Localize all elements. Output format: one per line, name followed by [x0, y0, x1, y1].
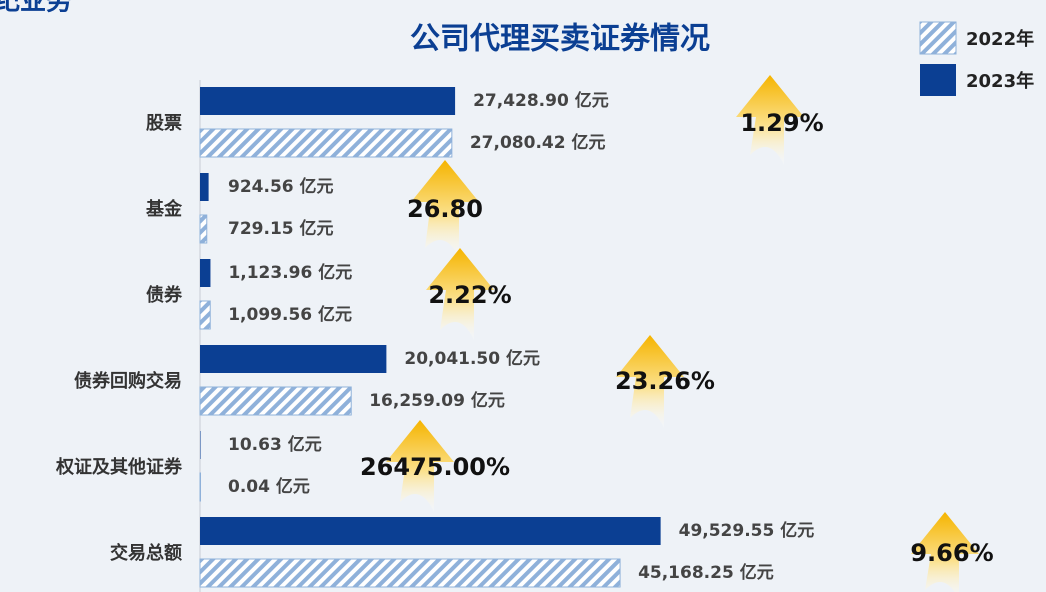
value-label: 10.63 亿元 [228, 434, 322, 455]
bar [199, 300, 211, 330]
bar [200, 173, 209, 201]
value-label: 45,168.25 亿元 [638, 562, 774, 583]
growth-label: 26.80 [407, 195, 483, 223]
bar [199, 472, 201, 502]
bar [200, 431, 201, 459]
growth-label: 9.66% [910, 539, 993, 567]
category-label: 交易总额 [110, 542, 182, 564]
value-label: 1,123.96 亿元 [228, 262, 352, 283]
growth-arrow [911, 512, 979, 592]
growth-arrow [616, 335, 684, 428]
category-label: 股票 [145, 113, 182, 134]
category-label: 债券回购交易 [74, 370, 182, 392]
bar [199, 386, 352, 416]
legend-swatch [919, 21, 957, 55]
value-label: 1,099.56 亿元 [228, 304, 352, 325]
value-label: 16,259.09 亿元 [369, 390, 505, 411]
growth-label: 23.26% [615, 367, 715, 395]
bar [200, 259, 211, 287]
value-label: 20,041.50 亿元 [404, 348, 540, 369]
category-label: 基金 [145, 198, 183, 220]
bar [200, 345, 387, 373]
legend-label: 2023年 [966, 70, 1034, 92]
bar [200, 517, 661, 545]
growth-label: 2.22% [428, 281, 511, 309]
growth-label: 1.29% [740, 109, 823, 137]
value-label: 27,080.42 亿元 [470, 132, 606, 153]
growth-arrow [736, 75, 804, 165]
category-label: 债券 [146, 284, 183, 306]
legend-swatch [920, 64, 956, 96]
value-label: 729.15 亿元 [228, 218, 334, 239]
value-label: 27,428.90 亿元 [473, 90, 609, 111]
header: 纪业务 [0, 0, 72, 17]
bar [199, 128, 453, 158]
legend-label: 2022年 [966, 28, 1034, 50]
value-label: 924.56 亿元 [228, 176, 334, 197]
growth-arrow [411, 160, 479, 258]
growth-arrow [426, 248, 494, 340]
growth-arrow [386, 420, 454, 512]
value-label: 0.04 亿元 [228, 476, 310, 497]
category-label: 权证及其他证券 [55, 456, 183, 478]
bar [200, 87, 456, 115]
growth-label: 26475.00% [360, 453, 510, 481]
bar [199, 214, 208, 244]
bar [199, 558, 621, 588]
chart-title: 公司代理买卖证券情况 [410, 22, 710, 57]
value-label: 49,529.55 亿元 [679, 520, 815, 541]
